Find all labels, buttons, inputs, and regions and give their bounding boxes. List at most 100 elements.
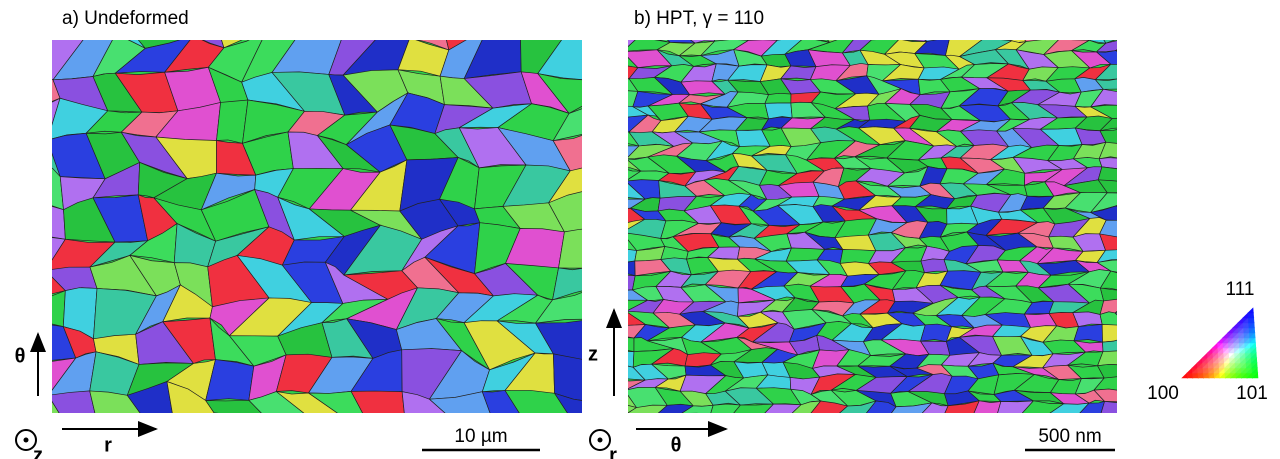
grain <box>535 415 610 459</box>
ipf-label: 100 <box>1147 383 1179 404</box>
grain <box>973 415 1012 432</box>
grain <box>921 324 952 342</box>
grain <box>1118 79 1161 92</box>
grain <box>1128 259 1166 276</box>
grain <box>519 6 569 31</box>
grain <box>1121 353 1158 365</box>
grain <box>1116 51 1154 69</box>
ipf-cell <box>1238 318 1243 323</box>
grain <box>544 1 597 35</box>
ipf-label: 101 <box>1236 383 1268 404</box>
grain <box>1120 90 1161 108</box>
grain <box>1126 171 1155 182</box>
ipf-cell <box>1233 323 1238 328</box>
grain <box>995 23 1026 42</box>
grain <box>763 26 803 40</box>
grain <box>1126 180 1161 198</box>
grain <box>1124 338 1157 355</box>
grain <box>887 419 920 433</box>
scale-bar-label: 500 nm <box>1038 426 1101 447</box>
grain <box>553 354 614 403</box>
grain <box>1050 23 1089 40</box>
grain <box>1128 247 1162 260</box>
grain <box>1121 285 1155 300</box>
axis-label: θ <box>671 434 682 456</box>
grain <box>1121 275 1166 290</box>
grain <box>811 414 850 434</box>
ipf-cell <box>1207 348 1212 353</box>
grain <box>862 24 900 40</box>
grain <box>464 5 520 32</box>
grain <box>1102 324 1132 342</box>
grain <box>765 93 791 103</box>
grain <box>1116 206 1167 220</box>
grain <box>915 416 958 433</box>
axis-label: r <box>104 434 112 456</box>
grain <box>783 24 830 42</box>
grain <box>168 413 216 448</box>
grain <box>1118 63 1154 82</box>
grain <box>395 422 457 446</box>
grain <box>1121 364 1155 381</box>
grain <box>1116 193 1160 210</box>
grain <box>593 1 639 35</box>
grain <box>351 391 405 422</box>
grain <box>1126 414 1156 434</box>
ipf-cell <box>1212 343 1217 348</box>
grain <box>921 259 948 273</box>
grain <box>609 350 634 367</box>
ipf-cell <box>1187 368 1192 373</box>
ipf-legend <box>1182 308 1258 378</box>
grain <box>1100 401 1137 420</box>
grain <box>127 414 176 459</box>
grain <box>1100 416 1128 433</box>
page: a) Undeformed θ r z 10 µm b) HPT, γ = 11… <box>0 0 1280 459</box>
grain <box>729 419 773 433</box>
grain <box>1098 351 1136 366</box>
grain <box>1074 324 1103 342</box>
grain <box>1123 236 1163 251</box>
grain <box>785 414 818 432</box>
ipf-cell <box>1182 373 1187 378</box>
grain <box>602 89 638 107</box>
panel-title: b) HPT, γ = 110 <box>634 8 764 29</box>
grain <box>358 422 405 459</box>
ipf-cell <box>1218 338 1223 343</box>
grain <box>250 0 302 31</box>
grain <box>1115 297 1155 313</box>
grain <box>836 415 874 432</box>
ipf-cell <box>1243 313 1248 318</box>
ipf-cell <box>1223 333 1228 338</box>
grain <box>1116 37 1164 56</box>
grain <box>814 24 855 42</box>
ipf-cell <box>1248 308 1253 313</box>
grain <box>864 416 904 431</box>
grain <box>1123 219 1168 238</box>
grain <box>315 421 368 459</box>
grain <box>711 414 752 433</box>
grain <box>625 415 663 428</box>
axis-label: θ <box>15 345 26 367</box>
ipf-cell <box>1192 363 1197 368</box>
scale-bar-label: 10 µm <box>454 426 507 447</box>
grain <box>911 23 950 41</box>
axis-label: r <box>609 444 617 459</box>
grain <box>996 417 1033 432</box>
ipf-cell <box>1202 353 1207 358</box>
grain <box>1124 324 1161 339</box>
grain <box>1115 27 1163 42</box>
ipf-cell <box>1228 328 1233 333</box>
grain <box>765 103 792 119</box>
grain <box>1120 105 1166 120</box>
grain <box>652 414 693 429</box>
grain <box>282 2 342 38</box>
grain <box>1125 116 1165 132</box>
grain <box>1125 128 1159 146</box>
grain <box>839 27 871 40</box>
grain <box>884 24 928 41</box>
grain <box>601 25 636 40</box>
grain <box>366 7 410 37</box>
grain <box>1098 167 1138 182</box>
grain <box>609 336 634 351</box>
axis-label: z <box>33 444 43 459</box>
